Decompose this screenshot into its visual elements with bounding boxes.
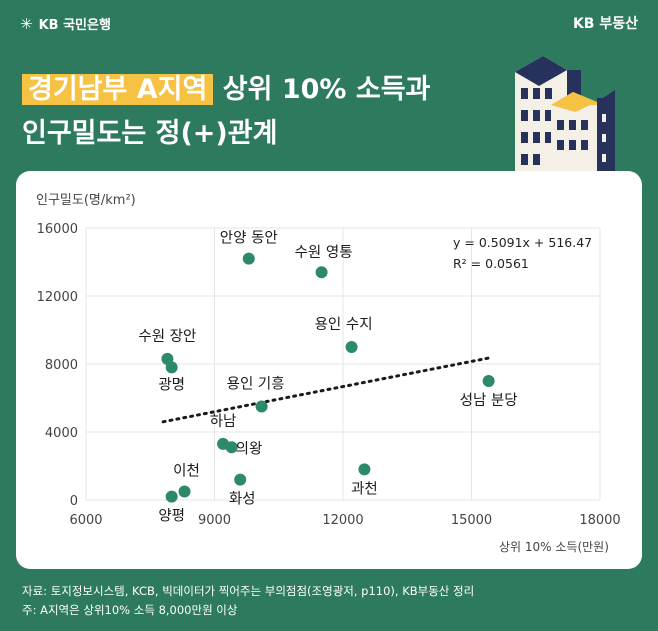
x-axis-label: 상위 10% 소득(만원): [499, 540, 609, 554]
x-tick-label: 15000: [451, 513, 492, 528]
brand-name: KB 부동산: [572, 16, 638, 32]
title-line1-rest: 상위 10% 소득과: [213, 74, 431, 105]
data-point: [315, 266, 328, 279]
point-label: 화성: [229, 491, 256, 508]
data-point: [482, 375, 495, 387]
y-tick-label: 16000: [37, 222, 78, 237]
x-tick-label: 18000: [579, 513, 620, 528]
point-label: 광명: [158, 376, 185, 393]
data-point: [165, 490, 178, 503]
x-tick-label: 9000: [198, 513, 231, 528]
point-label: 이천: [173, 463, 200, 480]
data-point: [225, 441, 238, 454]
trend-line: [161, 356, 491, 424]
data-point: [165, 361, 178, 374]
data-point: [255, 400, 268, 413]
x-tick-label: 12000: [322, 513, 363, 528]
point-label: 의왕: [236, 440, 263, 457]
bank-logo: ✳ KB 국민은행: [20, 14, 111, 34]
y-tick-label: 0: [70, 494, 78, 509]
point-label: 양평: [158, 508, 185, 525]
x-tick-label: 6000: [69, 513, 102, 528]
y-tick-label: 12000: [37, 290, 78, 305]
data-point: [178, 485, 191, 498]
point-label: 용인 수지: [315, 316, 373, 333]
regression-equation: y = 0.5091x + 516.47: [453, 235, 592, 250]
point-label: 안양 동안: [220, 230, 278, 247]
y-tick-label: 8000: [45, 358, 78, 373]
point-label: 용인 기흥: [227, 375, 285, 393]
kb-star-icon: ✳: [20, 14, 33, 33]
chart-card: 6000 9000 12000 15000 18000 0 4000 8000 12000 160…: [16, 171, 642, 569]
point-label: 수원 영통: [295, 244, 353, 261]
data-point: [345, 341, 358, 353]
source-line: 자료: 토지정보시스템, KCB, 빅데이터가 찍어주는 부의점점(조영광저, …: [22, 584, 475, 598]
title-highlight: 경기남부 A지역: [22, 74, 214, 105]
data-point: [234, 473, 247, 486]
point-label: 과천: [351, 480, 378, 497]
point-label: 수원 장안: [138, 328, 196, 345]
bank-logo-text: KB 국민은행: [38, 18, 111, 33]
page-title-line2: 인구밀도는 정(+)관계: [22, 118, 278, 149]
y-axis-label: 인구밀도(명/km²): [36, 193, 136, 208]
r-squared: R² = 0.0561: [453, 256, 529, 271]
data-point: [242, 252, 255, 265]
scatter-chart: 6000 9000 12000 15000 18000 0 4000 8000 12000 160…: [36, 193, 621, 554]
page-title-line1: 경기남부 A지역 상위 10% 소득과: [22, 70, 430, 110]
footnote-line: 주: A지역은 상위10% 소득 8,000만원 이상: [22, 603, 238, 617]
source-note: 자료: 토지정보시스템, KCB, 빅데이터가 찍어주는 부의점점(조영광저, …: [22, 582, 474, 620]
point-label: 하남: [210, 413, 237, 430]
point-label: 성남 분당: [460, 392, 518, 409]
y-tick-label: 4000: [45, 426, 78, 441]
buildings-illustration: [515, 56, 615, 175]
data-point: [358, 463, 371, 476]
